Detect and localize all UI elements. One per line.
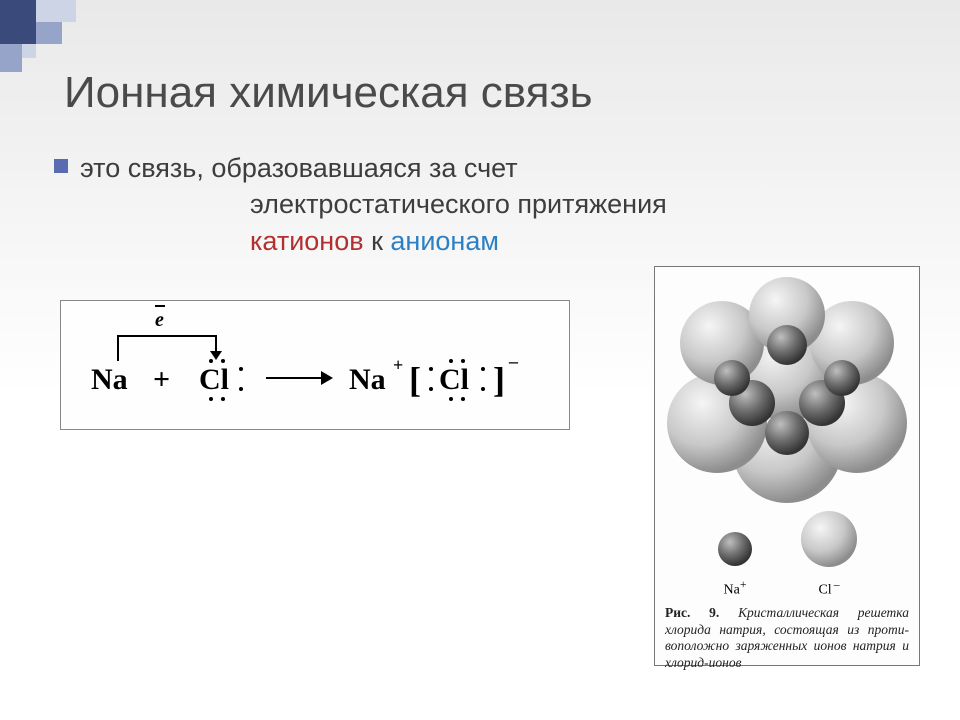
eq-na-left: Na: [91, 363, 128, 397]
bullet-text-line3: катионов к анионам: [250, 226, 499, 257]
decor-square: [36, 22, 62, 44]
eq-bracket-left: [: [409, 359, 421, 401]
eq-arrow-head-icon: [321, 371, 333, 385]
decor-square: [36, 0, 76, 22]
lewis-dot: [461, 397, 465, 401]
eq-arrow-line: [266, 377, 326, 379]
eq-plus: +: [153, 363, 170, 397]
na-sphere: [767, 325, 807, 365]
cl-sample: Cl–: [797, 507, 861, 599]
bullet-icon: [54, 159, 68, 173]
eq-cl-charge: –: [509, 351, 518, 372]
lewis-dot: [461, 359, 465, 363]
bullet-text-line1: это связь, образовавшаяся за счет: [80, 150, 518, 186]
e-bar: [155, 305, 165, 307]
decor-square: [22, 44, 36, 58]
lewis-dot: [239, 387, 243, 391]
na-sample: Na+: [713, 527, 757, 599]
lattice-svg: [662, 273, 912, 503]
lewis-dot: [429, 387, 433, 391]
na-label: Na+: [713, 578, 757, 599]
e-label: e: [155, 309, 164, 332]
equation-box: Na + Cl Na + [ Cl ] – e: [60, 300, 570, 430]
figure-caption: Рис. 9. Кристаллическая решетка хлорида …: [655, 599, 919, 681]
lewis-dot: [449, 397, 453, 401]
ion-sample-row: Na+ Cl–: [655, 507, 919, 599]
lewis-dot: [481, 367, 485, 371]
slide: Ионная химическая связь это связь, образ…: [0, 0, 960, 720]
equation: Na + Cl Na + [ Cl ] – e: [61, 301, 569, 429]
lewis-dot: [429, 367, 433, 371]
cl-sphere-icon: [797, 507, 861, 571]
lewis-dot: [449, 359, 453, 363]
caption-prefix: Рис. 9.: [665, 605, 719, 620]
e-arrow-segment: [117, 335, 119, 361]
lewis-dot: [209, 397, 213, 401]
cation-word: катионов: [250, 226, 364, 256]
eq-na-charge: +: [393, 355, 403, 376]
eq-bracket-right: ]: [493, 359, 505, 401]
e-arrow-segment: [117, 335, 215, 337]
decor-square: [0, 44, 22, 72]
e-arrow-head-icon: [210, 351, 222, 360]
bullet-text-line2: электростатического притяжения: [250, 189, 667, 220]
eq-cl-left: Cl: [199, 363, 229, 397]
bullet-row: это связь, образовавшаяся за счет: [54, 150, 518, 186]
na-sphere: [714, 360, 750, 396]
anion-word: анионам: [390, 226, 499, 256]
na-sphere: [824, 360, 860, 396]
decor-square: [0, 0, 36, 44]
lewis-dot: [221, 397, 225, 401]
lewis-dot: [481, 387, 485, 391]
na-sphere: [765, 411, 809, 455]
na-sphere-icon: [713, 527, 757, 571]
eq-cl-right: Cl: [439, 363, 469, 397]
eq-na-right: Na: [349, 363, 386, 397]
lattice-figure: Na+ Cl– Рис. 9. Кристаллическая решетка …: [654, 266, 920, 666]
slide-title: Ионная химическая связь: [64, 68, 593, 118]
mid-word: к: [364, 226, 391, 256]
lewis-dot: [239, 367, 243, 371]
cl-label: Cl–: [797, 578, 861, 599]
